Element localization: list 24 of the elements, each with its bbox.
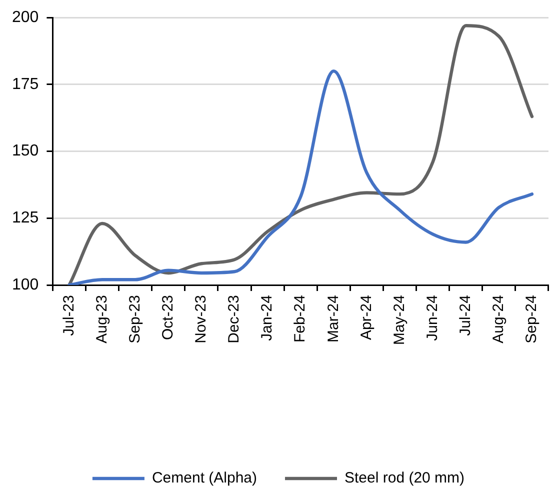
y-tick-label: 100 <box>12 276 39 294</box>
line-series <box>68 24 534 285</box>
x-tick-label: Dec-23 <box>226 295 243 344</box>
legend-label: Steel rod (20 mm) <box>344 470 465 487</box>
x-tick-label: May-24 <box>390 295 408 346</box>
x-tick-label: Nov-23 <box>192 295 210 344</box>
y-tick-label: 125 <box>12 210 39 227</box>
x-tick-label: Mar-24 <box>324 295 342 343</box>
y-tick-label: 150 <box>12 142 39 160</box>
line-series <box>68 69 534 285</box>
x-tick-label: Jan-24 <box>258 295 276 341</box>
x-tick-label: Feb-24 <box>292 295 309 343</box>
x-tick-label: Jul-23 <box>60 295 78 336</box>
x-tick-label: Apr-24 <box>358 295 375 340</box>
x-tick-label: Aug-24 <box>490 295 508 344</box>
y-tick-label: 175 <box>12 76 39 93</box>
x-tick-label: Oct-23 <box>160 295 177 340</box>
legend-label: Cement (Alpha) <box>152 470 258 487</box>
y-tick-label: 200 <box>12 9 39 26</box>
x-tick-label: Jun-24 <box>424 295 441 341</box>
x-tick-label: Sep-24 <box>523 295 540 344</box>
x-tick-label: Jul-24 <box>457 295 474 336</box>
x-tick-label: Sep-23 <box>126 295 144 344</box>
x-tick-label: Aug-23 <box>93 295 110 344</box>
